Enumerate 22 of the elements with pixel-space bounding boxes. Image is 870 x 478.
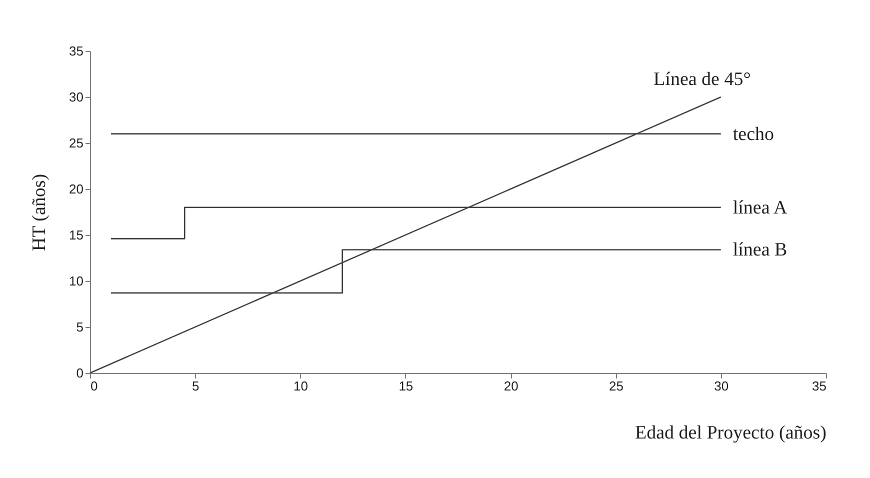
x-tick-label: 10 [294, 378, 308, 394]
x-tick-label: 30 [714, 378, 729, 394]
y-tick-label: 5 [76, 320, 84, 334]
y-axis-title: HT (años) [29, 174, 50, 252]
x-axis-title: Edad del Proyecto (años) [634, 422, 826, 444]
x-tick-label: 5 [192, 378, 200, 394]
series-label: línea B [732, 240, 788, 261]
y-tick-label: 25 [69, 136, 84, 150]
series-label: línea A [732, 197, 788, 218]
x-tick-label: 20 [504, 378, 518, 394]
y-tick-label: 30 [69, 90, 84, 104]
x-tick-label: 15 [398, 378, 414, 394]
y-tick-label: 15 [69, 228, 84, 242]
y-tick-label: 20 [69, 182, 84, 196]
y-tick-label: 35 [69, 44, 84, 58]
x-tick-label: 25 [608, 378, 624, 394]
x-tick-label: 35 [812, 378, 826, 394]
series-label: techo [732, 124, 774, 145]
y-tick-label: 0 [76, 366, 84, 380]
series-label: Línea de 45° [654, 69, 751, 90]
x-tick-label: 0 [90, 378, 98, 394]
y-tick-label: 10 [69, 274, 84, 288]
